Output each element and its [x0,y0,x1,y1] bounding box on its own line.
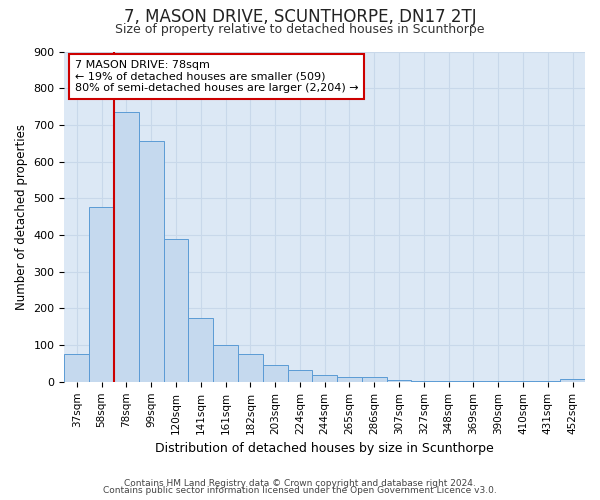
Bar [114,112,139,382]
Bar [436,381,461,382]
Bar [64,354,89,382]
Bar [287,370,313,382]
Bar [89,208,114,382]
Bar [238,354,263,382]
Bar [412,380,436,382]
Bar [313,375,337,382]
Bar [337,378,362,382]
Bar [188,318,213,382]
Bar [386,380,412,382]
Bar [139,142,164,382]
X-axis label: Distribution of detached houses by size in Scunthorpe: Distribution of detached houses by size … [155,442,494,455]
Text: 7 MASON DRIVE: 78sqm
← 19% of detached houses are smaller (509)
80% of semi-deta: 7 MASON DRIVE: 78sqm ← 19% of detached h… [75,60,358,93]
Bar [560,379,585,382]
Bar [362,378,386,382]
Bar [164,238,188,382]
Text: Contains public sector information licensed under the Open Government Licence v3: Contains public sector information licen… [103,486,497,495]
Text: Contains HM Land Registry data © Crown copyright and database right 2024.: Contains HM Land Registry data © Crown c… [124,478,476,488]
Text: Size of property relative to detached houses in Scunthorpe: Size of property relative to detached ho… [115,22,485,36]
Text: 7, MASON DRIVE, SCUNTHORPE, DN17 2TJ: 7, MASON DRIVE, SCUNTHORPE, DN17 2TJ [124,8,476,26]
Bar [263,364,287,382]
Bar [213,345,238,382]
Y-axis label: Number of detached properties: Number of detached properties [15,124,28,310]
